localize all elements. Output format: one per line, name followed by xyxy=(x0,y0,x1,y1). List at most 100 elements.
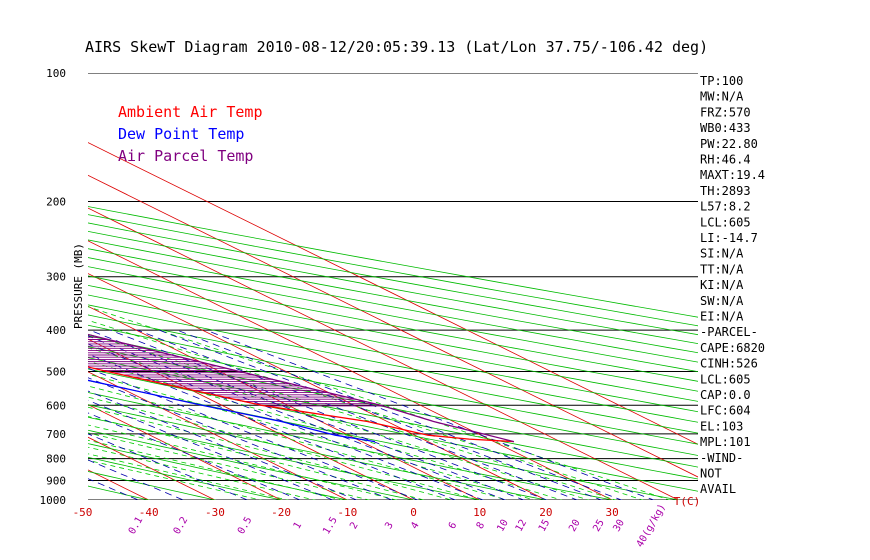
legend-entry: Dew Point Temp xyxy=(118,125,244,143)
index-entry: TH:2893 xyxy=(700,184,751,198)
mixing-ratio-label: 10 xyxy=(495,518,511,534)
pressure-tick-label: 800 xyxy=(46,453,66,466)
bottom-temp-tick: 0 xyxy=(410,506,417,519)
isotherm xyxy=(88,404,282,500)
dry-adiabat xyxy=(88,324,698,445)
x-axis-label: T(C) xyxy=(674,495,701,508)
dry-adiabat xyxy=(88,314,698,434)
dry-adiabat xyxy=(88,335,698,456)
legend-entry: Air Parcel Temp xyxy=(118,147,253,165)
pressure-tick-label: 600 xyxy=(46,399,66,412)
mixing-ratio-line xyxy=(137,329,579,500)
mixing-ratio-label: 4 xyxy=(409,520,422,531)
profile-layer xyxy=(88,333,515,443)
dry-adiabat xyxy=(88,214,698,327)
index-entry: MW:N/A xyxy=(700,90,744,104)
cape-shading xyxy=(88,334,383,407)
pressure-tick-label: 300 xyxy=(46,271,66,284)
legend-entry: Ambient Air Temp xyxy=(118,103,263,121)
dry-adiabat xyxy=(88,304,698,423)
index-entry: LCL:605 xyxy=(700,372,751,386)
mixing-ratio-line xyxy=(88,412,302,500)
pressure-tick-label: 1000 xyxy=(40,494,67,507)
dry-adiabat xyxy=(88,404,549,500)
isotherm xyxy=(0,73,16,500)
mixing-ratio-label: 0.2 xyxy=(172,515,191,536)
isotherm xyxy=(0,73,83,500)
mixing-ratio-label: 2 xyxy=(348,520,361,531)
index-entry: TT:N/A xyxy=(700,262,744,276)
index-entry: MAXT:19.4 xyxy=(700,168,765,182)
isotherm xyxy=(88,207,679,500)
mixing-ratio-line xyxy=(88,390,358,500)
index-entry: CAPE:6820 xyxy=(700,341,765,355)
index-entry: AVAIL xyxy=(700,482,736,496)
bottom-temp-tick: -50 xyxy=(73,506,93,519)
mixing-ratio-label: 15 xyxy=(537,518,553,534)
dry-adiabat xyxy=(88,392,615,500)
mixing-ratio-line xyxy=(88,478,140,500)
index-entry: MPL:101 xyxy=(700,435,751,449)
pressure-tick-label: 400 xyxy=(46,324,66,337)
mixing-ratio-line xyxy=(88,433,249,500)
dew-point-line xyxy=(88,379,376,443)
bottom-temp-tick: 10 xyxy=(473,506,486,519)
mixing-ratio-label: 3 xyxy=(383,520,396,531)
mixing-ratio-line xyxy=(205,329,655,500)
moist-adiabat xyxy=(88,319,644,500)
isotherm xyxy=(88,305,480,500)
index-entry: LFC:604 xyxy=(700,404,751,418)
moist-adiabat xyxy=(88,416,426,500)
pressure-tick-label: 900 xyxy=(46,474,66,487)
moist-adiabat xyxy=(88,360,563,500)
index-entry: L57:8.2 xyxy=(700,200,751,214)
dry-adiabat xyxy=(88,294,698,413)
isotherm xyxy=(88,338,414,500)
index-entry: CINH:526 xyxy=(700,357,758,371)
isotherm xyxy=(88,174,698,478)
mixing-ratio-label: 30 xyxy=(611,518,627,534)
index-entry: -WIND- xyxy=(700,451,743,465)
mixing-ratio-line xyxy=(88,399,334,500)
index-entry: KI:N/A xyxy=(700,278,744,292)
moist-adiabat xyxy=(88,459,263,500)
mixing-ratio-label: 40(g/kg) xyxy=(635,502,669,549)
dry-adiabat xyxy=(88,471,217,500)
isotherm xyxy=(88,240,613,500)
index-entry: NOT xyxy=(700,467,722,481)
isotherm xyxy=(88,371,348,500)
chart-title: AIRS SkewT Diagram 2010-08-12/20:05:39.1… xyxy=(85,38,708,56)
mixing-ratio-line xyxy=(88,377,393,500)
legend: Ambient Air Temp Dew Point Temp Air Parcel… xyxy=(118,103,263,165)
index-entry: WB0:433 xyxy=(700,121,751,135)
mixing-ratio-label: 20 xyxy=(567,518,583,534)
pressure-tick-label: 200 xyxy=(46,196,66,209)
index-entry: LI:-14.7 xyxy=(700,231,758,245)
mixing-ratio-label: 6 xyxy=(447,520,460,531)
index-entry: TP:100 xyxy=(700,74,743,88)
bottom-temp-tick: 30 xyxy=(605,506,618,519)
ambient-temp-line xyxy=(88,366,514,443)
dry-adiabat xyxy=(88,284,698,402)
moist-adiabat xyxy=(88,424,399,500)
mixing-ratio-label: 25 xyxy=(591,518,607,534)
bottom-temp-tick: 20 xyxy=(539,506,552,519)
dry-adiabat xyxy=(88,429,416,500)
bottom-temp-tick: -10 xyxy=(337,506,357,519)
mixing-ratio-line xyxy=(88,459,185,500)
mixing-ratio-label: 12 xyxy=(514,518,530,534)
index-entry: SW:N/A xyxy=(700,294,744,308)
index-entry: EI:N/A xyxy=(700,310,744,324)
dry-adiabat xyxy=(88,222,698,336)
bottom-temp-tick: -20 xyxy=(271,506,291,519)
mixing-ratio-line xyxy=(176,329,623,500)
index-entry: EL:103 xyxy=(700,419,743,433)
mixing-ratio-line xyxy=(88,367,419,500)
index-entry: RH:46.4 xyxy=(700,153,751,167)
mixing-ratio-line xyxy=(159,329,603,500)
index-entry: CAP:0.0 xyxy=(700,388,751,402)
moist-adiabat xyxy=(88,432,371,500)
moist-adiabat xyxy=(88,396,481,500)
dry-adiabat xyxy=(88,248,698,363)
